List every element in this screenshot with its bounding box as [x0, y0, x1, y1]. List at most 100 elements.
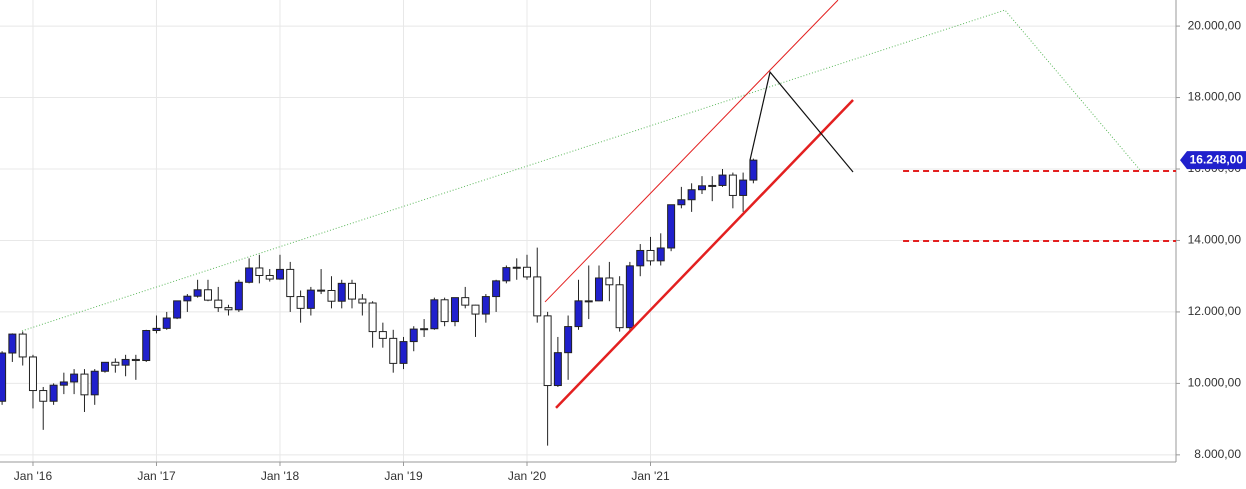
candle-body	[522, 266, 531, 278]
candle	[574, 279, 583, 330]
candle-body	[492, 280, 501, 298]
candle	[100, 361, 109, 373]
candle	[605, 261, 614, 302]
candle-body	[728, 174, 737, 196]
candle-body	[512, 266, 521, 269]
candle	[121, 354, 130, 377]
candle	[430, 297, 439, 330]
candle-body	[389, 337, 398, 364]
trend-line	[21, 9, 1141, 332]
candle-body	[502, 267, 511, 282]
candle	[646, 236, 655, 266]
price-tag	[1180, 151, 1246, 170]
candle-body	[656, 247, 665, 262]
candle	[420, 319, 429, 337]
candle	[265, 269, 274, 282]
candle-body	[378, 331, 387, 339]
candle-body	[162, 317, 171, 329]
candle	[142, 329, 151, 362]
candle	[317, 269, 326, 295]
candle	[203, 279, 212, 302]
candle-body	[584, 300, 593, 303]
candle	[39, 386, 48, 430]
candle	[625, 261, 634, 330]
candle	[80, 369, 89, 412]
candle	[450, 297, 459, 327]
candle-body	[337, 282, 346, 302]
candle	[59, 372, 68, 395]
candle	[584, 265, 593, 320]
candle-body	[574, 300, 583, 328]
candle-body	[0, 352, 7, 402]
candle-body	[358, 298, 367, 304]
candle	[522, 254, 531, 280]
candle-body	[594, 277, 603, 302]
candle-body	[564, 326, 573, 354]
candle-body	[59, 381, 68, 386]
y-tick-label: 10.000,00	[1188, 376, 1242, 390]
candle	[152, 315, 161, 334]
candle-body	[399, 341, 408, 364]
candle	[697, 176, 706, 195]
candle-body	[18, 333, 27, 358]
candle	[481, 294, 490, 323]
candle	[739, 172, 748, 212]
candle	[461, 286, 470, 309]
candle	[306, 286, 315, 316]
candle	[214, 286, 223, 312]
candle	[8, 333, 17, 362]
trend-line	[555, 99, 854, 409]
candle	[358, 294, 367, 316]
y-tick-label: 14.000,00	[1188, 233, 1242, 247]
candle-body	[90, 370, 99, 396]
candle	[90, 369, 99, 405]
candle-body	[183, 295, 192, 302]
candle-body	[152, 327, 161, 332]
candle	[70, 369, 79, 395]
y-tick-label: 18.000,00	[1188, 90, 1242, 104]
candle	[718, 169, 727, 187]
candle-body	[265, 274, 274, 280]
candle	[173, 300, 182, 320]
candle-body	[327, 289, 336, 302]
candle-body	[553, 352, 562, 387]
candle	[533, 247, 542, 323]
candle	[687, 183, 696, 212]
candle	[255, 254, 264, 284]
candle-body	[70, 373, 79, 383]
candle-body	[646, 249, 655, 262]
trend-line	[544, 0, 839, 303]
candle	[677, 186, 686, 209]
candle-body	[234, 281, 243, 311]
candle-body	[8, 333, 17, 354]
candle-body	[214, 299, 223, 309]
candle-body	[461, 297, 470, 306]
candle-body	[718, 174, 727, 186]
candle	[378, 322, 387, 348]
candle	[594, 265, 603, 302]
trend-line	[749, 70, 854, 173]
x-tick-label: Jan '20	[508, 469, 547, 483]
candle-body	[347, 282, 356, 300]
candle	[368, 301, 377, 348]
candle-body	[203, 289, 212, 301]
candle	[471, 304, 480, 337]
candle-body	[121, 358, 130, 366]
candle-body	[420, 328, 429, 331]
candle-body	[306, 289, 315, 309]
candle-body	[739, 179, 748, 196]
candle	[389, 329, 398, 373]
candle-body	[142, 330, 151, 362]
candle-body	[131, 358, 140, 362]
candle	[327, 276, 336, 309]
candle-body	[636, 249, 645, 267]
candle-body	[49, 384, 58, 402]
candle	[245, 258, 254, 284]
candle	[656, 233, 665, 266]
candle	[512, 258, 521, 280]
x-tick-label: Jan '17	[137, 469, 176, 483]
candle-body	[615, 284, 624, 329]
candle-body	[28, 356, 37, 392]
candle	[708, 176, 717, 202]
candle	[564, 315, 573, 380]
